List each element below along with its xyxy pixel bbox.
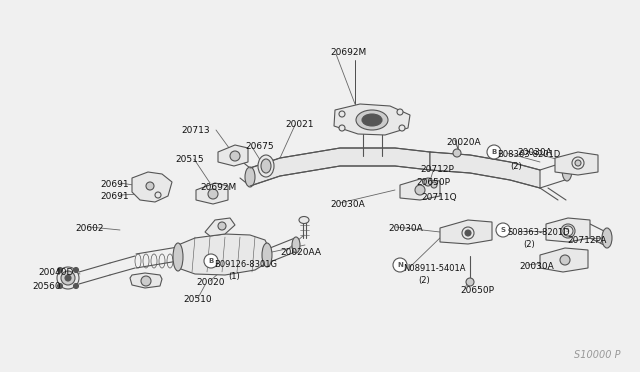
- Text: 20691: 20691: [100, 180, 129, 189]
- Ellipse shape: [356, 110, 388, 130]
- Polygon shape: [555, 152, 598, 175]
- Circle shape: [415, 185, 425, 195]
- Text: 20712P: 20712P: [420, 165, 454, 174]
- Polygon shape: [546, 218, 590, 242]
- Text: 20712PA: 20712PA: [567, 236, 606, 245]
- Circle shape: [496, 223, 510, 237]
- Ellipse shape: [299, 217, 309, 224]
- Ellipse shape: [65, 275, 71, 281]
- Circle shape: [74, 283, 79, 289]
- Text: S10000 P: S10000 P: [573, 350, 620, 360]
- Text: S: S: [500, 227, 506, 233]
- Text: B: B: [209, 258, 214, 264]
- Polygon shape: [130, 273, 162, 288]
- Circle shape: [462, 227, 474, 239]
- Text: 20020AA: 20020AA: [280, 248, 321, 257]
- Polygon shape: [430, 152, 540, 188]
- Text: 20030A: 20030A: [330, 200, 365, 209]
- Ellipse shape: [562, 159, 572, 181]
- Text: 20515: 20515: [175, 155, 204, 164]
- Circle shape: [339, 125, 345, 131]
- Ellipse shape: [362, 114, 382, 126]
- Circle shape: [208, 189, 218, 199]
- Circle shape: [230, 151, 240, 161]
- Text: (2): (2): [418, 276, 429, 285]
- Circle shape: [141, 276, 151, 286]
- Polygon shape: [334, 104, 410, 135]
- Ellipse shape: [602, 228, 612, 248]
- Text: 20650P: 20650P: [416, 178, 450, 187]
- Circle shape: [424, 178, 432, 186]
- Text: 20030A: 20030A: [519, 262, 554, 271]
- Polygon shape: [400, 179, 440, 200]
- Circle shape: [572, 157, 584, 169]
- Text: 20030A: 20030A: [388, 224, 423, 233]
- Text: 20021: 20021: [285, 120, 314, 129]
- Polygon shape: [132, 172, 172, 202]
- Text: 20691: 20691: [100, 192, 129, 201]
- Ellipse shape: [61, 271, 75, 285]
- Text: S08363-8201D: S08363-8201D: [508, 228, 571, 237]
- Circle shape: [465, 230, 471, 236]
- Ellipse shape: [261, 159, 271, 173]
- Circle shape: [561, 224, 575, 238]
- Circle shape: [218, 222, 226, 230]
- Polygon shape: [196, 183, 228, 204]
- Polygon shape: [218, 145, 248, 166]
- Text: 20030A: 20030A: [517, 148, 552, 157]
- Polygon shape: [173, 234, 270, 275]
- Ellipse shape: [258, 155, 274, 177]
- Text: 20020: 20020: [196, 278, 225, 287]
- Ellipse shape: [292, 237, 300, 253]
- Circle shape: [58, 283, 63, 289]
- Ellipse shape: [245, 167, 255, 187]
- Text: 20650P: 20650P: [460, 286, 494, 295]
- Text: 20692M: 20692M: [200, 183, 236, 192]
- Text: B08363-8201D: B08363-8201D: [497, 150, 560, 159]
- Text: 20711Q: 20711Q: [421, 193, 456, 202]
- Circle shape: [339, 111, 345, 117]
- Polygon shape: [540, 248, 588, 272]
- Circle shape: [155, 192, 161, 198]
- Circle shape: [58, 267, 63, 273]
- Text: 20713: 20713: [181, 126, 210, 135]
- Text: 20675: 20675: [245, 142, 274, 151]
- Circle shape: [74, 267, 79, 273]
- Text: S: S: [565, 228, 569, 234]
- Text: N08911-5401A: N08911-5401A: [403, 264, 465, 273]
- Ellipse shape: [173, 243, 183, 271]
- Text: N: N: [397, 262, 403, 268]
- Circle shape: [560, 255, 570, 265]
- Text: B: B: [492, 149, 497, 155]
- Circle shape: [575, 160, 581, 166]
- Circle shape: [397, 109, 403, 115]
- Text: 20040D: 20040D: [38, 268, 74, 277]
- Text: 20020A: 20020A: [446, 138, 481, 147]
- Text: (1): (1): [228, 272, 240, 281]
- Circle shape: [431, 182, 437, 188]
- Text: 20692M: 20692M: [330, 48, 366, 57]
- Circle shape: [466, 278, 474, 286]
- Text: B09126-8301G: B09126-8301G: [214, 260, 277, 269]
- Text: (2): (2): [523, 240, 535, 249]
- Circle shape: [393, 258, 407, 272]
- Circle shape: [453, 149, 461, 157]
- Ellipse shape: [57, 267, 79, 289]
- Circle shape: [399, 125, 405, 131]
- Polygon shape: [205, 218, 235, 236]
- Text: (2): (2): [510, 162, 522, 171]
- Circle shape: [487, 145, 501, 159]
- Polygon shape: [440, 220, 492, 244]
- Text: 20510: 20510: [183, 295, 212, 304]
- Text: 20560: 20560: [32, 282, 61, 291]
- Polygon shape: [250, 148, 430, 186]
- Ellipse shape: [262, 243, 272, 267]
- Circle shape: [204, 254, 218, 268]
- Circle shape: [146, 182, 154, 190]
- Text: 20602: 20602: [75, 224, 104, 233]
